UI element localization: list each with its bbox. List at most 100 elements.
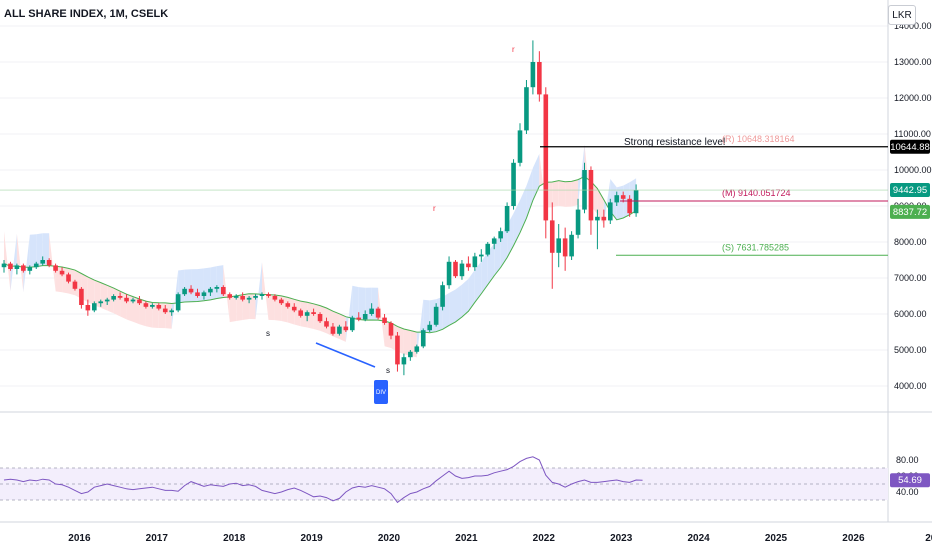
cloud-segment-71: [455, 284, 462, 322]
candle-body-36: [233, 296, 239, 298]
candle-body-77: [498, 231, 503, 239]
candle-body-59: [382, 317, 387, 323]
time-tick-1: 2017: [146, 533, 169, 544]
candle-body-28: [182, 288, 187, 295]
cloud-segment-5: [29, 234, 37, 268]
candle-body-10: [66, 274, 71, 282]
candle-body-88: [569, 234, 574, 257]
candle-body-13: [85, 305, 91, 311]
marker-s-1: s: [266, 329, 270, 338]
ma-line: [3, 176, 637, 334]
cloud-segment-66: [423, 299, 430, 333]
candle-body-3: [21, 265, 26, 271]
time-tick-11: 20: [925, 533, 932, 544]
candle-body-35: [227, 294, 233, 298]
candle-body-38: [246, 297, 252, 300]
candle-body-79: [511, 162, 516, 206]
candle-body-84: [543, 94, 549, 221]
level-s-label: (S) 7631.785285: [722, 242, 789, 252]
time-tick-5: 2021: [455, 533, 478, 544]
candle-body-47: [304, 312, 310, 316]
cloud-segment-23: [145, 301, 153, 328]
cloud-segment-18: [113, 288, 121, 317]
tag-rsi-text: 54.69: [898, 475, 922, 486]
cloud-segment-89: [571, 179, 579, 207]
time-tick-6: 2022: [533, 533, 556, 544]
candle-body-96: [620, 195, 626, 199]
cloud-segment-2: [10, 233, 17, 292]
rsi-tick-0: 40.00: [896, 487, 919, 497]
candle-body-44: [285, 303, 291, 307]
cloud-segment-96: [616, 185, 624, 220]
candle-body-63: [408, 351, 413, 358]
candle-body-87: [562, 238, 568, 257]
candle-body-56: [362, 314, 368, 320]
candle-body-53: [343, 326, 349, 331]
rsi-line: [3, 456, 643, 504]
price-axis: 4000.005000.006000.007000.008000.009000.…: [894, 21, 932, 497]
cloud-segment-19: [120, 291, 127, 320]
candlesticks: [1, 40, 639, 376]
time-tick-2: 2018: [223, 533, 246, 544]
cloud-segment-38: [242, 293, 250, 320]
tag-rsi-bg: [890, 473, 930, 488]
candle-body-23: [150, 305, 155, 307]
candle-body-16: [104, 299, 110, 302]
candle-body-60: [388, 323, 394, 336]
candle-body-18: [117, 296, 123, 298]
cloud-segment-26: [165, 302, 172, 329]
candle-body-86: [556, 238, 561, 253]
candle-body-33: [214, 287, 220, 289]
tag-strong-resistance-text: 10644.88: [890, 142, 930, 153]
level-m-label: (M) 9140.051724: [722, 188, 791, 198]
candle-body-93: [601, 216, 607, 221]
chart-title: ALL SHARE INDEX, 1M, CSELK: [4, 8, 169, 20]
level-r-label: (R) 10648.318164: [722, 134, 795, 144]
cloud-segment-37: [236, 294, 243, 322]
time-tick-8: 2024: [687, 533, 710, 544]
cloud-segment-6: [36, 233, 43, 267]
currency-button[interactable]: LKR: [888, 5, 916, 25]
candle-body-1: [8, 263, 13, 269]
cloud-segment-33: [210, 266, 217, 300]
price-tick-1: 5000.00: [894, 345, 927, 355]
cloud-segment-56: [358, 287, 366, 321]
candle-body-62: [401, 357, 407, 365]
candle-body-42: [272, 296, 278, 300]
cloud-segment-21: [133, 296, 140, 325]
candle-body-22: [143, 303, 149, 307]
cloud-segment-86: [552, 180, 559, 208]
candle-body-76: [491, 238, 497, 244]
cloud-segment-73: [468, 269, 475, 312]
candle-body-43: [279, 299, 284, 304]
divergence-line: [315, 342, 376, 368]
cloud-segment-1: [4, 231, 11, 292]
cloud-segment-39: [249, 293, 256, 320]
grid-lines: [0, 0, 932, 523]
candle-body-92: [595, 216, 600, 221]
time-tick-9: 2025: [765, 533, 788, 544]
candle-body-9: [59, 270, 65, 275]
candle-body-89: [575, 209, 581, 235]
candle-body-82: [530, 62, 536, 88]
cloud-segment-74: [474, 261, 482, 303]
candle-body-0: [1, 263, 7, 268]
candle-body-30: [195, 292, 200, 296]
cloud-segment-53: [339, 313, 346, 342]
candle-body-48: [311, 312, 316, 314]
candle-body-20: [130, 299, 136, 302]
time-tick-3: 2019: [300, 533, 323, 544]
cloud-segment-87: [558, 180, 566, 207]
candle-body-70: [453, 261, 458, 277]
cloud-segment-63: [403, 329, 411, 356]
candle-body-91: [588, 170, 594, 221]
candle-body-8: [53, 265, 58, 271]
candle-body-68: [440, 285, 445, 307]
candle-body-29: [188, 288, 194, 293]
rsi-tick-2: 80.00: [896, 455, 919, 465]
time-axis: 2016 2017 2018 2019 2020 2021 2022 2023 2024 2025…: [68, 533, 932, 544]
moving-average: [3, 176, 637, 334]
cloud-segment-35: [223, 265, 230, 323]
cloud-segment-8: [49, 233, 56, 292]
